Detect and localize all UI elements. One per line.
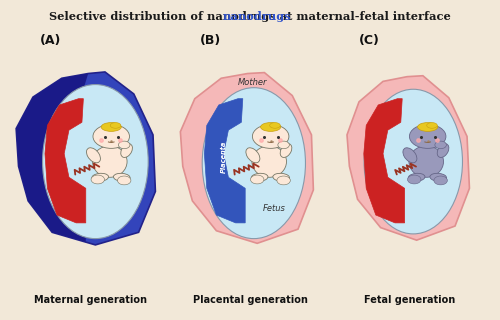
Ellipse shape xyxy=(426,123,438,128)
Ellipse shape xyxy=(114,173,130,181)
Circle shape xyxy=(252,124,289,148)
Ellipse shape xyxy=(280,144,292,157)
Ellipse shape xyxy=(42,84,148,239)
Ellipse shape xyxy=(270,123,280,128)
Polygon shape xyxy=(204,99,245,223)
Polygon shape xyxy=(45,99,86,223)
Ellipse shape xyxy=(273,173,289,181)
Ellipse shape xyxy=(403,148,417,163)
Circle shape xyxy=(434,176,448,185)
Text: (A): (A) xyxy=(40,34,62,47)
Polygon shape xyxy=(364,99,405,223)
Circle shape xyxy=(408,175,421,184)
Circle shape xyxy=(410,124,446,148)
Ellipse shape xyxy=(86,148,101,163)
Circle shape xyxy=(118,141,130,149)
Ellipse shape xyxy=(260,123,280,132)
Circle shape xyxy=(118,176,131,185)
Polygon shape xyxy=(347,76,470,240)
Polygon shape xyxy=(180,73,314,243)
Ellipse shape xyxy=(252,146,286,177)
Ellipse shape xyxy=(110,123,121,128)
Ellipse shape xyxy=(252,173,268,181)
Circle shape xyxy=(93,124,130,148)
Text: Placental generation: Placental generation xyxy=(192,295,308,305)
Polygon shape xyxy=(16,74,88,242)
Ellipse shape xyxy=(437,144,449,157)
Ellipse shape xyxy=(408,173,425,181)
Ellipse shape xyxy=(101,123,121,132)
Text: Placenta: Placenta xyxy=(221,141,227,173)
Ellipse shape xyxy=(202,88,306,239)
Text: Mother: Mother xyxy=(238,77,267,86)
Ellipse shape xyxy=(430,173,446,181)
Ellipse shape xyxy=(246,148,260,163)
Text: nanodrugs: nanodrugs xyxy=(222,11,291,22)
Ellipse shape xyxy=(418,123,438,132)
Ellipse shape xyxy=(364,89,462,234)
Circle shape xyxy=(250,175,264,184)
Ellipse shape xyxy=(409,146,444,177)
Text: (B): (B) xyxy=(200,34,221,47)
Ellipse shape xyxy=(92,146,127,177)
Text: Maternal generation: Maternal generation xyxy=(34,295,147,305)
Text: Fetus: Fetus xyxy=(262,204,285,213)
Ellipse shape xyxy=(121,144,132,157)
Ellipse shape xyxy=(92,173,108,181)
Text: Selective distribution of nanodrugs at maternal-fetal interface: Selective distribution of nanodrugs at m… xyxy=(49,11,451,22)
Circle shape xyxy=(277,176,290,185)
Text: Fetal generation: Fetal generation xyxy=(364,295,455,305)
Text: (C): (C) xyxy=(359,34,380,47)
Circle shape xyxy=(435,141,446,149)
Circle shape xyxy=(278,141,289,149)
Polygon shape xyxy=(16,72,156,245)
Circle shape xyxy=(91,175,104,184)
